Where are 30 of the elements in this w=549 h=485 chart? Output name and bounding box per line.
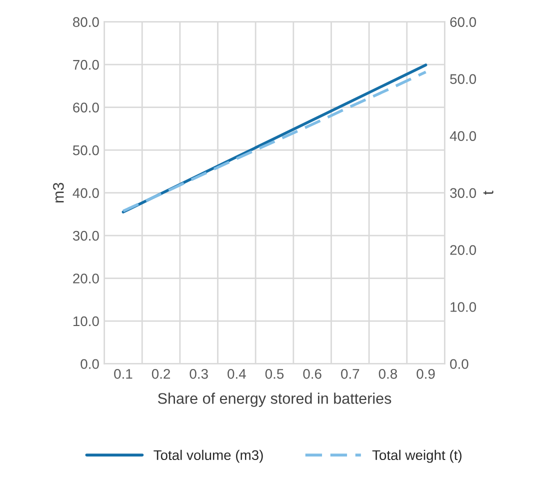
y-tick-label: 0.0 [80,359,99,369]
y-axis-title: m3 [53,182,64,202]
y-tick-label: 20.0 [73,274,99,284]
y2-tick-label: 40.0 [450,131,476,141]
x-tick-label: 0.5 [265,368,284,379]
y-tick-label: 10.0 [73,316,99,326]
y-tick-label: 60.0 [73,102,99,112]
y2-tick-label: 20.0 [450,245,476,255]
y2-tick-label: 0.0 [450,359,468,369]
x-tick-label: 0.1 [114,368,132,379]
legend-label: Total volume (m3) [154,450,263,463]
legend-label: Total weight (t) [372,450,462,463]
y2-axis-title: t [483,190,494,195]
y-tick-label: 40.0 [72,188,99,198]
y-tick-label: 30.0 [72,230,99,241]
y-tick-label: 50.0 [72,145,99,156]
x-tick-label: 0.7 [341,368,360,379]
y2-tick-label: 50.0 [450,74,476,84]
x-tick-label: 0.8 [378,368,398,379]
y-tick-label: 70.0 [73,60,99,70]
y2-tick-label: 10.0 [450,302,476,312]
x-tick-label: 0.6 [303,368,322,379]
y2-tick-label: 30.0 [450,188,476,198]
x-tick-label: 0.4 [228,368,246,379]
y2-tick-label: 60.0 [450,17,476,27]
y-tick-label: 80.0 [73,17,99,27]
x-axis-title: Share of energy stored in batteries [158,392,392,407]
x-tick-label: 0.2 [152,368,170,379]
x-tick-label: 0.3 [190,368,208,379]
x-tick-label: 0.9 [416,368,435,379]
